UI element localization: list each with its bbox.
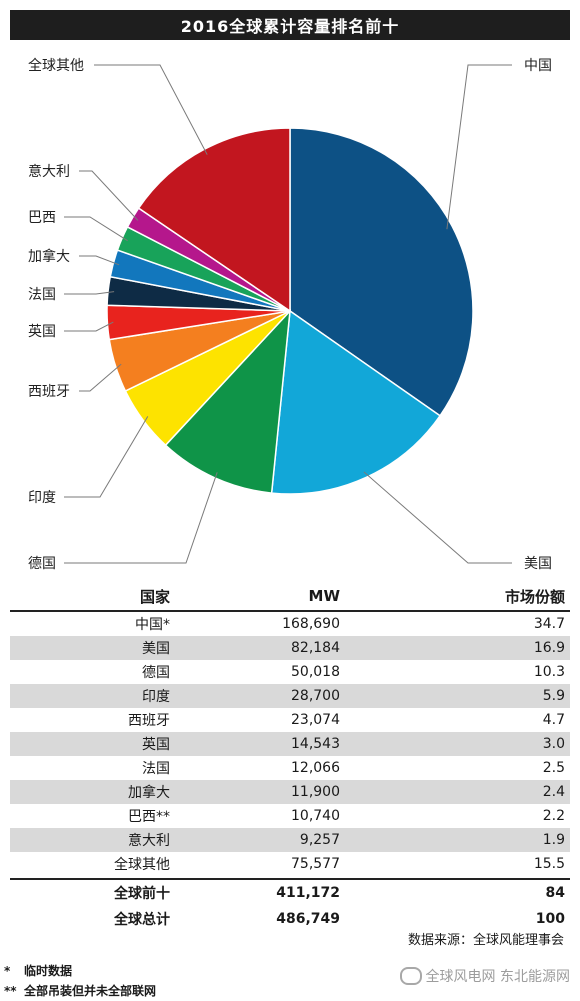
cell-share: 3.0 [542,736,565,752]
cell-share: 15.5 [533,856,565,872]
table-header: 国家 MW 市场份额 [10,582,570,612]
pie-slice-1 [270,309,442,495]
cell-country: 英国 [142,737,170,753]
cell-mw: 82,184 [291,640,340,656]
leader-line-7 [79,255,120,266]
pie-label-9: 意大利 [28,163,70,180]
leader-line-2 [64,472,218,564]
cell-share: 5.9 [542,688,565,704]
table-row: 全球其他 75,577 15.5 [10,852,570,876]
cell-country: 西班牙 [128,713,170,729]
pie-label-2: 德国 [28,556,56,572]
cell-country: 全球前十 [114,886,170,902]
wechat-icon [399,967,422,985]
cell-share: 2.2 [542,808,565,824]
cell-mw: 11,900 [291,784,340,800]
summary-row-top10: 全球前十 411,172 84 [10,880,570,906]
leader-line-5 [64,321,114,332]
table-row: 加拿大 11,900 2.4 [10,780,570,804]
footnote-mark: * [4,964,11,978]
leader-line-3 [64,416,149,498]
pie-label-7: 加拿大 [28,248,70,265]
cell-mw: 168,690 [282,616,340,632]
table-row: 巴西** 10,740 2.2 [10,804,570,828]
cell-country: 印度 [142,689,170,705]
pie-chart: 中国美国 德国 印度 西班牙 英国 法国 加拿大 巴西 意大利 全球其他 [28,57,552,572]
header-country: 国家 [139,587,170,606]
cell-share: 16.9 [533,640,565,656]
cell-mw: 28,700 [291,688,340,704]
pie-slice-0 [289,127,474,417]
pie-label-3: 印度 [28,490,56,506]
cell-mw: 23,074 [291,712,340,728]
summary-row-total: 全球总计 486,749 100 [10,906,570,932]
footnote-provisional: * 临时数据 [4,962,72,979]
pie-label-5: 英国 [28,323,56,340]
data-table: 国家 MW 市场份额 中国* 168,690 34.7 美国 82,184 16… [10,582,570,932]
cell-share: 10.3 [533,664,565,680]
leader-line-9 [79,170,139,221]
footnote-mark: ** [4,984,17,998]
cell-share: 2.4 [542,784,565,800]
pie-label-10: 全球其他 [28,57,84,74]
cell-country: 巴西** [128,809,170,825]
pie-label-1: 美国 [524,556,552,572]
header-mw: MW [308,587,340,605]
cell-mw: 50,018 [291,664,340,680]
cell-country: 德国 [142,665,170,681]
cell-share: 1.9 [542,832,565,848]
cell-mw: 486,749 [276,911,340,927]
data-source: 数据来源：全球风能理事会 [407,933,564,948]
cell-country: 意大利 [128,833,170,849]
cell-mw: 411,172 [276,885,340,901]
cell-country: 中国* [135,617,170,633]
cell-share: 100 [535,911,565,927]
pie-label-0: 中国 [524,58,552,74]
cell-country: 法国 [142,761,170,777]
leader-line-1 [363,471,512,564]
footnote-text: 全部吊装但并未全部联网 [24,984,157,998]
cell-share: 2.5 [542,760,565,776]
footnote-text: 临时数据 [24,964,73,978]
table-row: 法国 12,066 2.5 [10,756,570,780]
cell-mw: 9,257 [299,832,340,848]
table-row: 印度 28,700 5.9 [10,684,570,708]
cell-mw: 75,577 [291,856,340,872]
leader-line-4 [79,363,122,392]
cell-country: 全球其他 [114,857,170,873]
cell-country: 全球总计 [114,912,170,928]
table-row: 美国 82,184 16.9 [10,636,570,660]
pie-slice-2 [164,308,291,494]
cell-share: 84 [545,885,565,901]
watermark-text: 全球风电网 东北能源网 [425,969,570,985]
leader-line-6 [64,291,115,295]
cell-share: 34.7 [533,616,565,632]
leader-line-10 [94,64,208,155]
table-row: 德国 50,018 10.3 [10,660,570,684]
pie-label-6: 法国 [28,287,56,303]
leader-line-0 [446,64,512,230]
header-share: 市场份额 [504,587,565,606]
pie-label-4: 西班牙 [28,384,70,400]
pie-label-8: 巴西 [28,210,56,226]
table-row: 英国 14,543 3.0 [10,732,570,756]
cell-mw: 10,740 [291,808,340,824]
table-row: 中国* 168,690 34.7 [10,612,570,636]
cell-country: 加拿大 [128,785,170,801]
cell-country: 美国 [142,641,170,657]
chart-title: 2016全球累计容量排名前十 [10,10,570,40]
cell-mw: 12,066 [291,760,340,776]
table-row: 西班牙 23,074 4.7 [10,708,570,732]
cell-mw: 14,543 [291,736,340,752]
leader-line-8 [64,216,128,242]
summary-rows: 全球前十 411,172 84 全球总计 486,749 100 [10,878,570,932]
watermark: 全球风电网 东北能源网 [399,966,570,986]
table-row: 意大利 9,257 1.9 [10,828,570,852]
cell-share: 4.7 [542,712,565,728]
footnote-grid: ** 全部吊装但并未全部联网 [4,982,156,999]
